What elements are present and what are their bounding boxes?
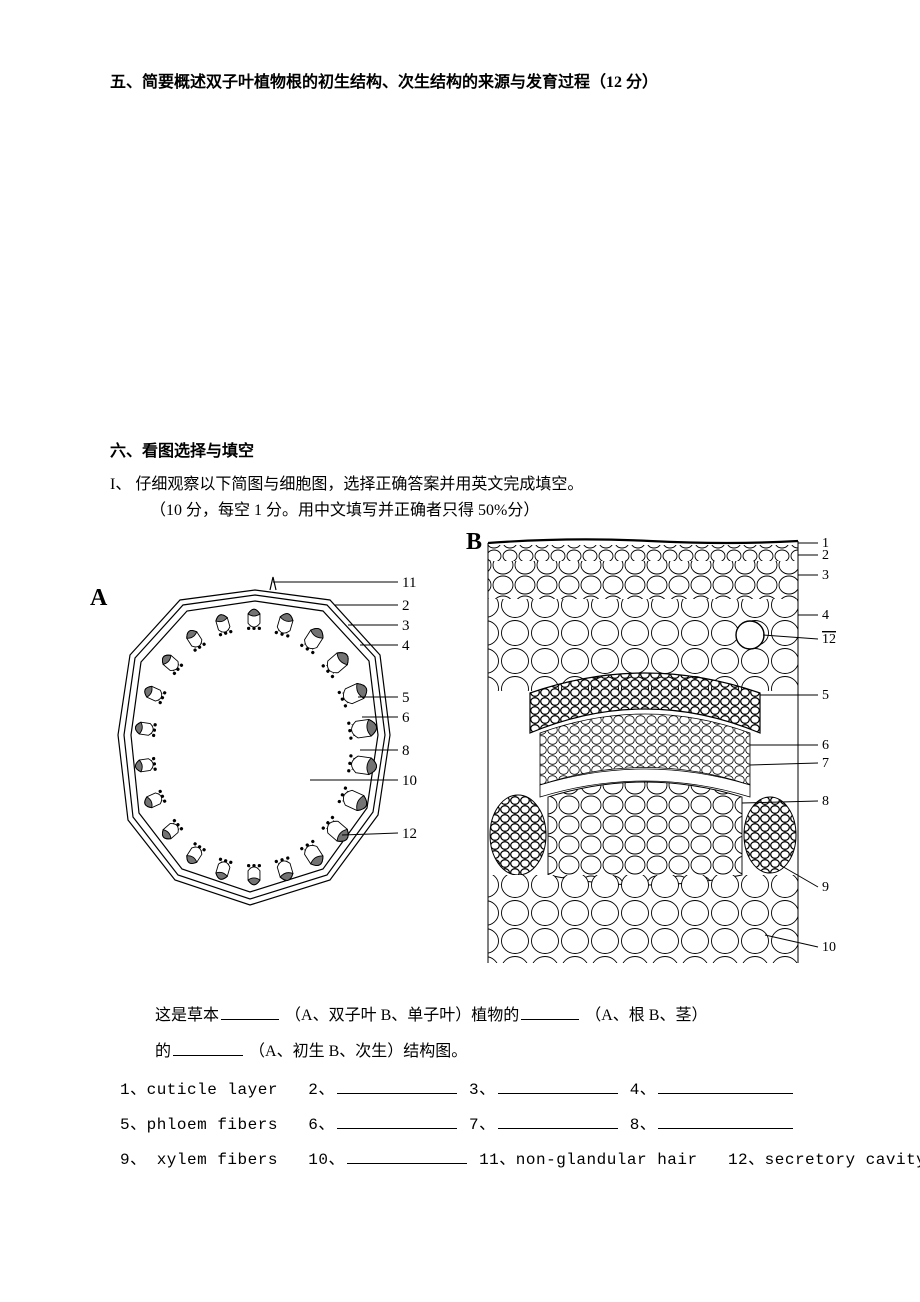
n8-label: 8、 [630, 1116, 657, 1134]
blank-2[interactable] [521, 1003, 579, 1021]
blank-1[interactable] [221, 1003, 279, 1021]
svg-text:10: 10 [822, 940, 836, 955]
svg-text:12: 12 [822, 632, 836, 647]
n3-label: 3、 [469, 1081, 496, 1099]
num-row-2: 5、phloem fibers 6、 7、 8、 [120, 1108, 830, 1143]
n4-label: 4、 [630, 1081, 657, 1099]
blank-n2[interactable] [337, 1076, 457, 1094]
blank-3[interactable] [173, 1038, 243, 1056]
svg-text:10: 10 [402, 773, 417, 789]
diagram-b-label: B [466, 529, 482, 556]
choice-2: （A、根 B、茎） [585, 1007, 707, 1024]
blank-n8[interactable] [658, 1111, 793, 1129]
svg-text:12: 12 [402, 826, 417, 842]
line2-pre: 的 [155, 1043, 171, 1060]
answer-space-q5 [110, 104, 830, 439]
n6-label: 6、 [308, 1116, 335, 1134]
diagram-b-container: B [470, 535, 840, 980]
choice-3: （A、初生 B、次生）结构图。 [249, 1043, 467, 1060]
svg-text:3: 3 [402, 618, 410, 634]
diagram-row: A 11 2 3 4 5 6 8 10 12 [80, 535, 840, 980]
n2-label: 2、 [308, 1081, 335, 1099]
svg-text:2: 2 [402, 598, 410, 614]
answer-prompt-section: 这是草本 （A、双子叶 B、单子叶）植物的 （A、根 B、茎） 的 （A、初生 … [110, 998, 830, 1068]
diagram-a-container: A 11 2 3 4 5 6 8 10 12 [80, 535, 450, 940]
n1-label: 1、cuticle layer [120, 1081, 278, 1099]
blank-n3[interactable] [498, 1076, 618, 1094]
svg-text:8: 8 [402, 743, 410, 759]
svg-text:5: 5 [822, 688, 829, 703]
svg-text:3: 3 [822, 568, 829, 583]
blank-n6[interactable] [337, 1111, 457, 1129]
blank-n4[interactable] [658, 1076, 793, 1094]
diagram-b-svg: 1 2 3 4 12 5 6 7 8 9 10 [470, 535, 840, 975]
svg-text:2: 2 [822, 548, 829, 563]
question-6-sub-line2: （10 分，每空 1 分。用中文填写并正确者只得 50%分） [110, 498, 830, 524]
prompt-pre: 这是草本 [155, 1007, 219, 1024]
svg-text:4: 4 [402, 638, 410, 654]
svg-text:11: 11 [402, 575, 416, 591]
question-5-title: 五、简要概述双子叶植物根的初生结构、次生结构的来源与发育过程（12 分） [110, 70, 830, 96]
numbered-list: 1、cuticle layer 2、 3、 4、 5、phloem fibers… [110, 1073, 830, 1179]
n11-label: 11、non-glandular hair [479, 1151, 698, 1169]
diagram-a-svg: 11 2 3 4 5 6 8 10 12 [80, 535, 450, 935]
n5-label: 5、phloem fibers [120, 1116, 278, 1134]
svg-text:5: 5 [402, 690, 410, 706]
answer-line-1: 这是草本 （A、双子叶 B、单子叶）植物的 （A、根 B、茎） [155, 998, 830, 1033]
question-6-title: 六、看图选择与填空 [110, 439, 830, 465]
diagram-a-label: A [90, 585, 107, 612]
n10-label: 10、 [308, 1151, 345, 1169]
svg-text:4: 4 [822, 608, 829, 623]
question-6-sub-line1: I、 仔细观察以下简图与细胞图，选择正确答案并用英文完成填空。 [110, 472, 830, 498]
num-row-1: 1、cuticle layer 2、 3、 4、 [120, 1073, 830, 1108]
svg-text:6: 6 [402, 710, 410, 726]
n7-label: 7、 [469, 1116, 496, 1134]
svg-text:6: 6 [822, 738, 829, 753]
svg-text:8: 8 [822, 794, 829, 809]
blank-n7[interactable] [498, 1111, 618, 1129]
n12-label: 12、secretory cavity [728, 1151, 920, 1169]
num-row-3: 9、 xylem fibers 10、 11、non-glandular hai… [120, 1143, 830, 1178]
svg-text:9: 9 [822, 880, 829, 895]
answer-line-2: 的 （A、初生 B、次生）结构图。 [155, 1034, 830, 1069]
svg-text:7: 7 [822, 756, 829, 771]
choice-1: （A、双子叶 B、单子叶）植物的 [285, 1007, 519, 1024]
blank-n10[interactable] [347, 1147, 467, 1165]
n9-label: 9、 xylem fibers [120, 1151, 278, 1169]
